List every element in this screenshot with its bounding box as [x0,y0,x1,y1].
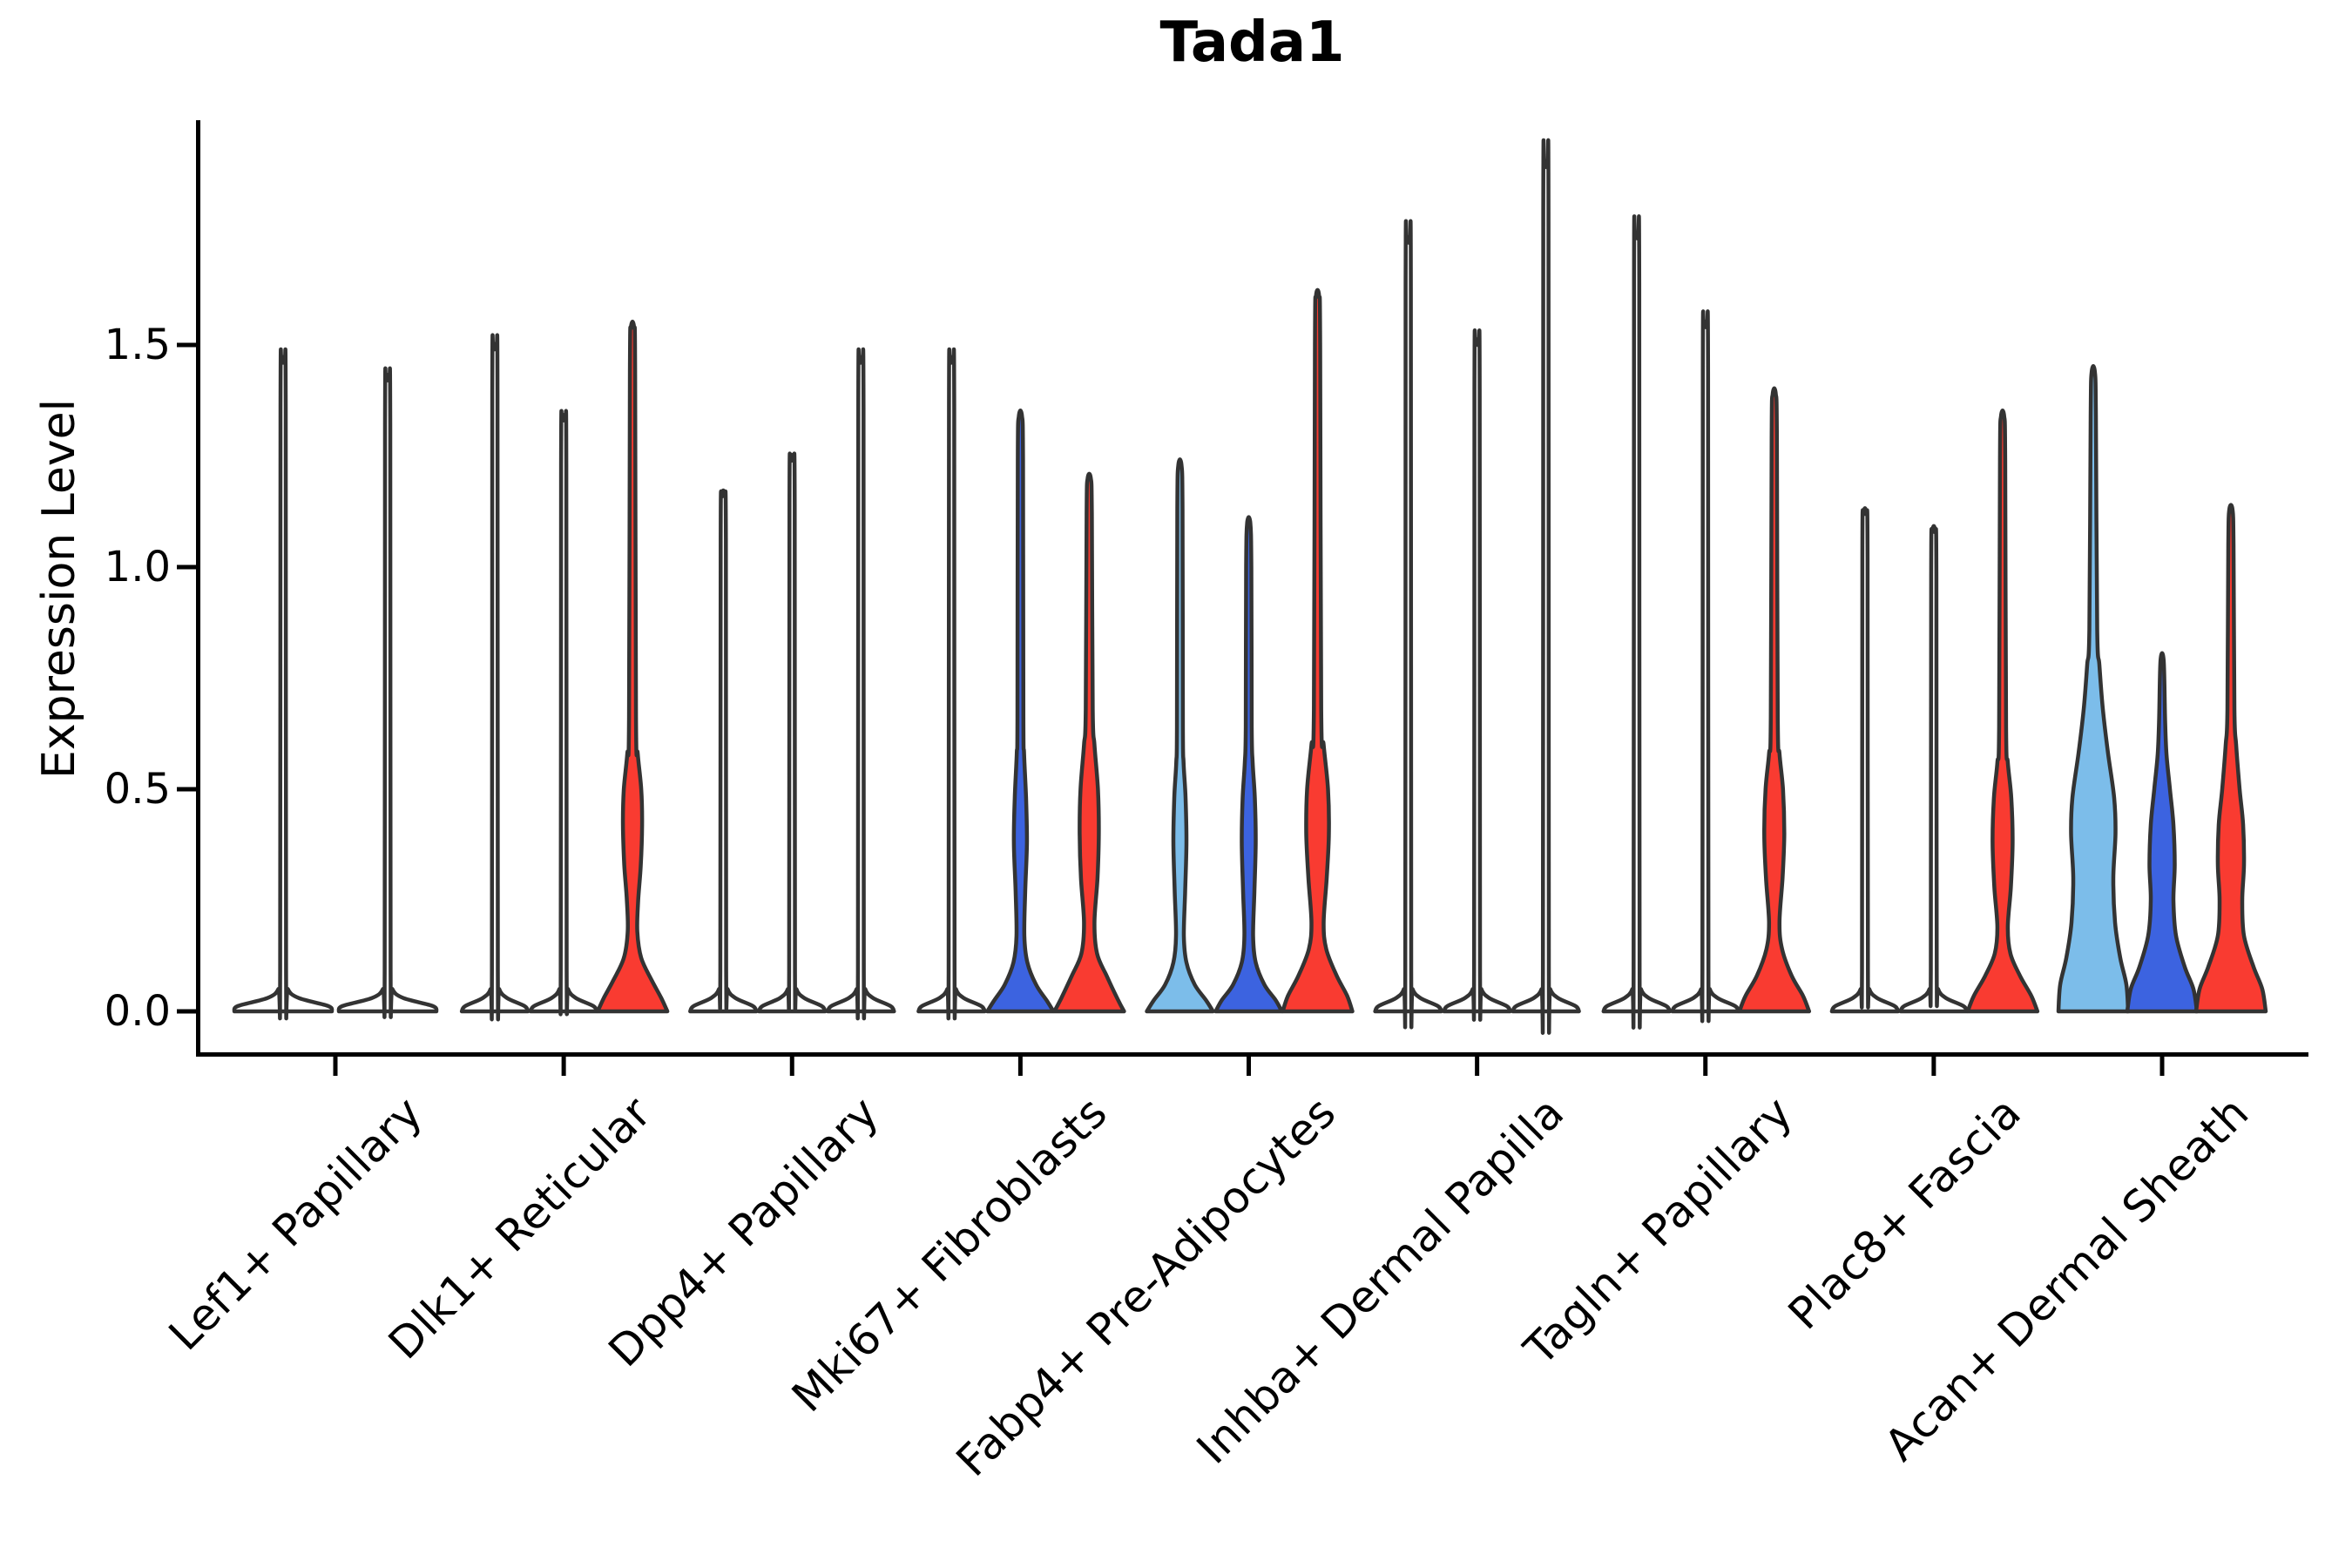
violin-inhba-dermal-papilla-none [1373,219,1443,1030]
violin-tagln-papillary-none [1670,309,1741,1024]
x-tick-anchor: Acan+ Dermal Sheath [1731,1087,2259,1470]
violin-dlk1-reticular-none [459,333,531,1022]
violin-lef1-papillary-none [232,347,335,1021]
violin-fabp4-pre-adipocytes-blue [1213,515,1284,1014]
violin-dlk1-reticular-red [595,319,670,1014]
violin-plac8-fascia-red [1965,408,2040,1014]
violin-dlk1-reticular-none [528,409,599,1017]
y-tick-label: 0.5 [104,765,171,814]
violin-acan-dermal-sheath-blue [2125,651,2200,1014]
violin-acan-dermal-sheath-red [2193,503,2268,1014]
y-tick-label: 1.0 [104,543,171,591]
violin-acan-dermal-sheath-lightblue [2056,363,2131,1014]
y-tick-label: 0.0 [104,987,171,1036]
violin-dpp4-papillary-none [688,488,759,1014]
violin-tagln-papillary-red [1737,386,1812,1014]
violin-fabp4-pre-adipocytes-red [1281,287,1355,1014]
violin-lef1-papillary-none [336,366,439,1019]
violin-plac8-fascia-none [1898,524,1970,1014]
violin-dpp4-papillary-none [826,347,896,1021]
violin-mki67-fibroblasts-red [1052,471,1126,1014]
y-tick-label: 1.5 [104,321,171,369]
violin-mki67-fibroblasts-none [916,347,987,1021]
chart-title: Tada1 [1159,10,1345,75]
violin-inhba-dermal-papilla-none [1442,328,1512,1022]
violin-plac8-fascia-none [1829,506,1901,1014]
violin-dpp4-papillary-none [757,451,828,1014]
violin-tagln-papillary-none [1601,214,1673,1030]
violin-fabp4-pre-adipocytes-lightblue [1145,457,1215,1014]
violin-inhba-dermal-papilla-none [1511,138,1581,1035]
violin-mki67-fibroblasts-blue [985,408,1056,1014]
